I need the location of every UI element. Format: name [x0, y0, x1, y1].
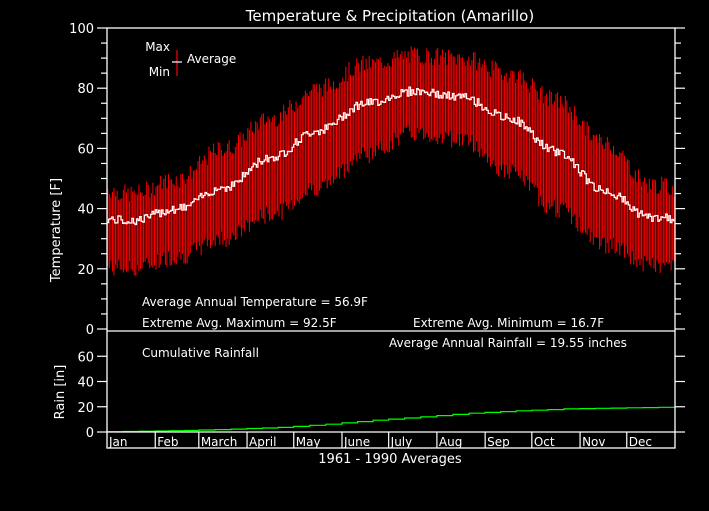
- avg-annual-rainfall: Average Annual Rainfall = 19.55 inches: [389, 336, 627, 350]
- month-label: Aug: [439, 435, 462, 449]
- x-axis-label: 1961 - 1990 Averages: [318, 452, 462, 467]
- legend-average: Average: [187, 52, 236, 66]
- temperature-tick-label: 0: [86, 323, 94, 338]
- month-label: March: [201, 435, 238, 449]
- month-label: Sep: [487, 435, 510, 449]
- plot-frame: [106, 27, 676, 449]
- legend-min: Min: [149, 65, 170, 79]
- month-label: Nov: [582, 435, 605, 449]
- temperature-axis-label: Temperature [F]: [49, 178, 64, 283]
- extreme-avg-minimum: Extreme Avg. Minimum = 16.7F: [413, 316, 604, 330]
- temperature-range-bars: [107, 46, 675, 276]
- month-label: Oct: [534, 435, 555, 449]
- temperature-tick-label: 40: [77, 203, 94, 218]
- cumulative-rainfall-line: [106, 406, 675, 433]
- temperature-tick-label: 20: [77, 263, 94, 278]
- cumulative-rainfall-label: Cumulative Rainfall: [142, 346, 259, 360]
- chart-title: Temperature & Precipitation (Amarillo): [245, 7, 534, 25]
- month-label: July: [390, 435, 413, 449]
- legend-max: Max: [145, 40, 170, 54]
- temperature-tick-label: 80: [77, 82, 94, 97]
- legend: Max Min Average: [145, 40, 236, 79]
- month-label: Feb: [157, 435, 178, 449]
- month-label: Jan: [108, 435, 128, 449]
- temperature-tick-label: 100: [69, 22, 94, 37]
- average-temperature-line: [107, 86, 675, 226]
- rain-tick-label: 0: [86, 426, 94, 441]
- month-label: May: [296, 435, 321, 449]
- rain-tick-label: 40: [77, 376, 94, 391]
- month-label: June: [343, 435, 370, 449]
- month-label: April: [249, 435, 276, 449]
- extreme-avg-maximum: Extreme Avg. Maximum = 92.5F: [142, 316, 337, 330]
- rain-tick-label: 60: [77, 350, 94, 365]
- avg-annual-temperature: Average Annual Temperature = 56.9F: [142, 295, 368, 309]
- rain-axis-label: Rain [in]: [53, 365, 68, 420]
- temperature-tick-label: 60: [77, 142, 94, 157]
- month-label: Dec: [629, 435, 652, 449]
- rain-tick-label: 20: [77, 401, 94, 416]
